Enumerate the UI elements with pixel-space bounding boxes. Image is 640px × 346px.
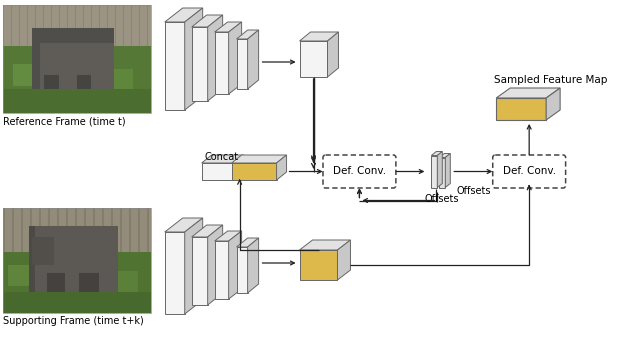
- Polygon shape: [445, 154, 451, 188]
- Polygon shape: [164, 8, 203, 22]
- Polygon shape: [439, 157, 445, 188]
- Polygon shape: [439, 154, 451, 157]
- Text: Offsets: Offsets: [457, 185, 492, 195]
- Polygon shape: [202, 155, 244, 163]
- Text: Def. Conv.: Def. Conv.: [333, 166, 386, 176]
- Polygon shape: [431, 152, 442, 155]
- Text: Supporting Frame (time t+k): Supporting Frame (time t+k): [3, 316, 144, 326]
- Text: Reference Frame (time t): Reference Frame (time t): [3, 116, 125, 126]
- Text: Sampled Feature Map: Sampled Feature Map: [494, 75, 607, 85]
- Polygon shape: [228, 231, 242, 299]
- Polygon shape: [207, 225, 223, 305]
- Polygon shape: [300, 250, 337, 280]
- Polygon shape: [300, 32, 339, 41]
- Polygon shape: [214, 241, 228, 299]
- Polygon shape: [214, 22, 242, 32]
- Polygon shape: [214, 32, 228, 94]
- Polygon shape: [431, 155, 437, 188]
- Polygon shape: [248, 30, 259, 89]
- Polygon shape: [237, 247, 248, 293]
- Polygon shape: [192, 15, 223, 27]
- Text: Concat: Concat: [205, 152, 239, 162]
- Polygon shape: [248, 238, 259, 293]
- Polygon shape: [232, 163, 276, 180]
- Polygon shape: [496, 88, 560, 98]
- Bar: [3, 5, 151, 113]
- Polygon shape: [192, 237, 207, 305]
- Polygon shape: [237, 238, 259, 247]
- Polygon shape: [185, 218, 203, 314]
- Polygon shape: [328, 32, 339, 77]
- Polygon shape: [228, 22, 242, 94]
- Polygon shape: [496, 98, 546, 120]
- Text: Offsets: Offsets: [424, 193, 458, 203]
- Polygon shape: [300, 240, 351, 250]
- FancyBboxPatch shape: [323, 155, 396, 188]
- Polygon shape: [185, 8, 203, 110]
- Polygon shape: [232, 155, 287, 163]
- Polygon shape: [202, 163, 234, 180]
- Polygon shape: [207, 15, 223, 101]
- FancyBboxPatch shape: [493, 155, 566, 188]
- Polygon shape: [437, 152, 442, 188]
- Text: Def. Conv.: Def. Conv.: [502, 166, 556, 176]
- Polygon shape: [300, 41, 328, 77]
- Polygon shape: [164, 22, 185, 110]
- Polygon shape: [164, 232, 185, 314]
- Polygon shape: [276, 155, 287, 180]
- Polygon shape: [234, 155, 244, 180]
- Polygon shape: [214, 231, 242, 241]
- Polygon shape: [337, 240, 351, 280]
- Polygon shape: [237, 39, 248, 89]
- Polygon shape: [192, 225, 223, 237]
- Polygon shape: [164, 218, 203, 232]
- Polygon shape: [237, 30, 259, 39]
- Polygon shape: [546, 88, 560, 120]
- Bar: [3, 208, 151, 313]
- Polygon shape: [192, 27, 207, 101]
